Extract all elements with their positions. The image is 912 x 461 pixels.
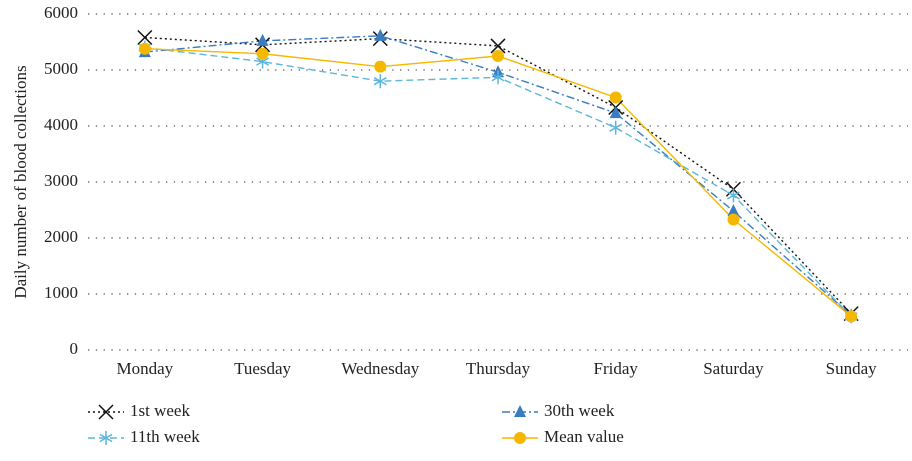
data-point <box>374 28 387 41</box>
y-tick-label: 1000 <box>44 283 78 302</box>
data-point <box>374 60 387 73</box>
data-point <box>727 213 740 226</box>
y-tick-label: 3000 <box>44 171 78 190</box>
data-point <box>726 188 740 203</box>
y-tick-label: 4000 <box>44 115 78 134</box>
y-tick-label: 0 <box>70 339 79 358</box>
x-tick-label: Friday <box>594 359 639 378</box>
x-tick-label: Thursday <box>466 359 531 378</box>
series-line <box>144 46 852 317</box>
legend-label: 30th week <box>544 401 615 420</box>
y-tick-label: 2000 <box>44 227 78 246</box>
x-tick-label: Wednesday <box>341 359 419 378</box>
data-point <box>609 106 622 119</box>
legend-label: 1st week <box>130 401 190 420</box>
y-axis-label: Daily number of blood collections <box>11 65 30 298</box>
data-point <box>137 29 153 46</box>
data-point <box>490 38 506 54</box>
x-tick-label: Tuesday <box>234 359 291 378</box>
data-point <box>138 42 151 55</box>
data-point <box>609 120 623 135</box>
legend-marker <box>99 431 113 445</box>
series-line <box>144 48 852 317</box>
data-point <box>845 310 858 323</box>
y-tick-label: 5000 <box>44 59 78 78</box>
data-point <box>492 50 504 62</box>
legend-marker <box>98 404 114 420</box>
data-point <box>256 33 269 46</box>
data-point <box>727 204 740 217</box>
x-tick-label: Sunday <box>826 359 878 378</box>
x-tick-label: Monday <box>117 359 174 378</box>
legend-marker <box>514 405 526 417</box>
legend-marker <box>514 432 526 444</box>
data-point <box>609 91 622 104</box>
x-tick-label: Saturday <box>703 359 764 378</box>
y-tick-label: 6000 <box>44 3 78 22</box>
legend-label: Mean value <box>544 427 624 446</box>
data-point <box>491 70 505 85</box>
data-point <box>373 74 387 89</box>
legend-label: 11th week <box>130 427 200 446</box>
data-point <box>256 47 269 60</box>
